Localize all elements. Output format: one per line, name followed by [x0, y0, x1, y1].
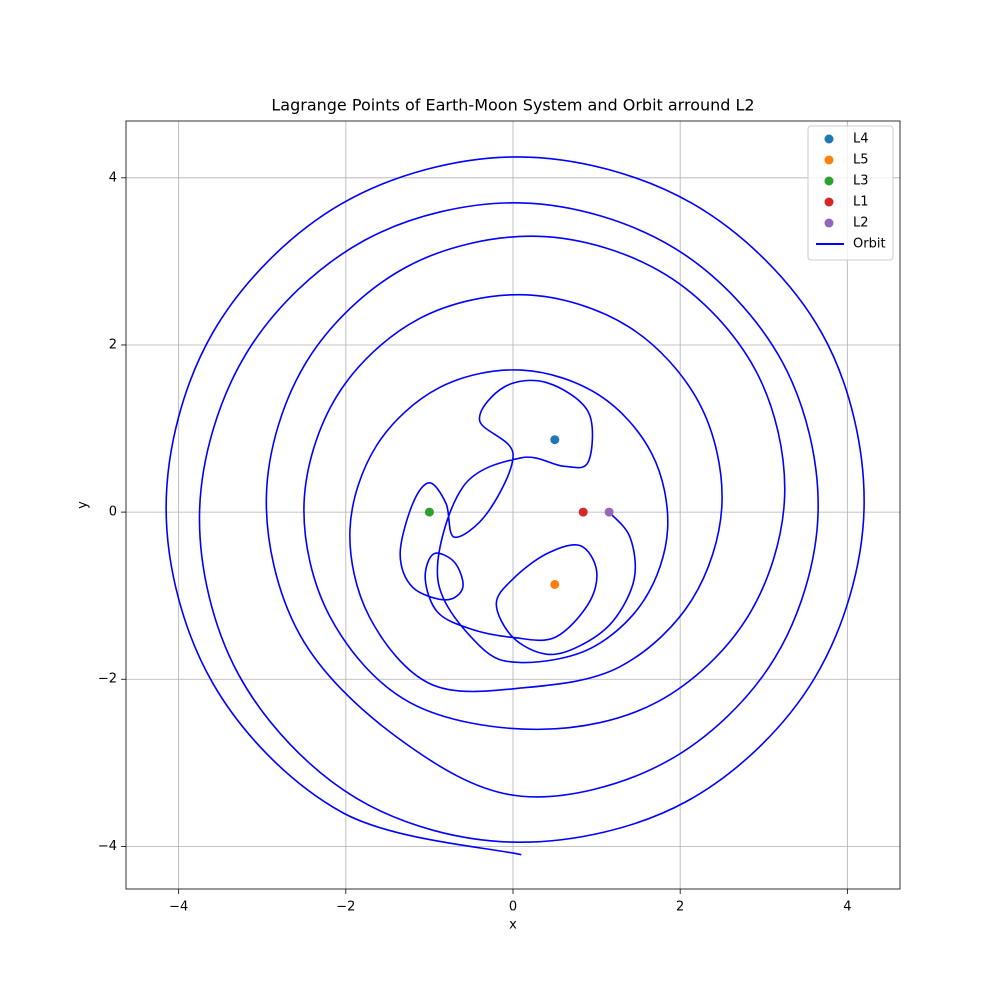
legend-label: L3 — [853, 174, 869, 189]
y-tick-label: 0 — [109, 505, 117, 520]
legend-label: L4 — [853, 132, 869, 147]
point — [578, 507, 588, 517]
chart-title: Lagrange Points of Earth-Moon System and… — [271, 96, 754, 115]
y-axis-label: y — [76, 501, 91, 509]
point — [604, 507, 614, 517]
x-tick-label: 4 — [843, 900, 851, 915]
plot-frame — [125, 120, 901, 890]
point — [550, 579, 560, 589]
x-axis-label: x — [509, 918, 517, 933]
legend-marker — [824, 176, 834, 186]
legend-label: L2 — [853, 216, 869, 231]
x-tick-label: −2 — [336, 900, 355, 915]
legend-marker — [824, 155, 834, 165]
y-tick-label: −2 — [98, 672, 117, 687]
x-tick-label: −4 — [169, 900, 188, 915]
legend-label: L1 — [853, 195, 869, 210]
x-tick-label: 2 — [676, 900, 684, 915]
y-tick-label: −4 — [98, 839, 117, 854]
y-tick-label: 4 — [109, 170, 117, 185]
orbit-line — [165, 156, 865, 856]
legend-label: L5 — [853, 153, 869, 168]
y-tick-label: 2 — [109, 337, 117, 352]
point — [550, 435, 560, 445]
legend-marker — [824, 218, 834, 228]
x-tick-label: 0 — [509, 900, 517, 915]
point — [424, 507, 434, 517]
legend-label: Orbit — [853, 237, 886, 252]
legend-marker — [824, 197, 834, 207]
legend-marker — [824, 134, 834, 144]
